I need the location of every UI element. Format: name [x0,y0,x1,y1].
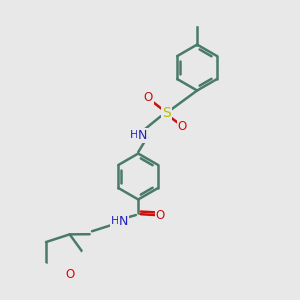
Text: S: S [162,106,171,120]
Text: N: N [138,129,147,142]
Text: H: H [110,216,119,226]
Text: O: O [178,120,187,133]
Text: O: O [65,268,74,281]
Text: H: H [130,130,138,140]
Text: O: O [143,92,153,104]
Text: O: O [156,209,165,222]
Text: N: N [119,215,128,228]
